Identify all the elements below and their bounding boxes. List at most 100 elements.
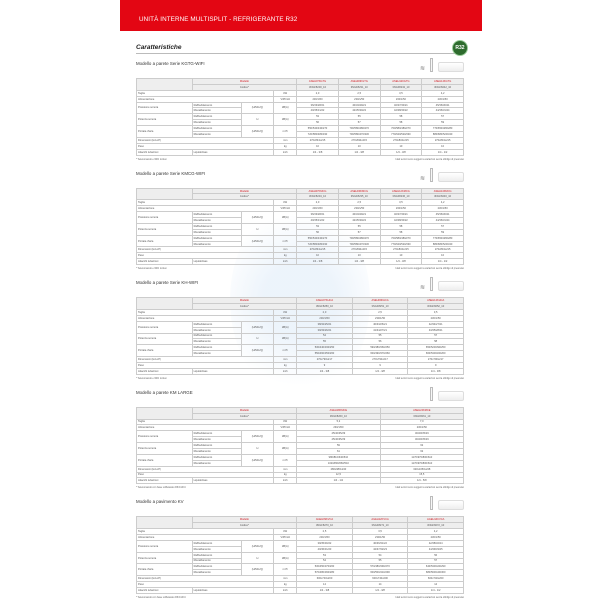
spec-table: Modello ASEH18KMCE ASEH24KMCE Codice* 3NGF82…: [135, 406, 465, 485]
content: Caratteristiche R32 Modello a parete Ser…: [135, 40, 468, 602]
indoor-unit-icon: [438, 62, 464, 72]
value: 1/4 - 3/8: [337, 148, 381, 156]
value: 770/650/480/280: [421, 125, 464, 133]
sub-label: Raffreddamento: [191, 563, 242, 571]
row-label: Portata d'aria: [136, 234, 193, 248]
sub-label: Riscaldamento: [191, 569, 242, 577]
value: 1/4 - 1/2: [421, 148, 464, 156]
cell: [136, 516, 193, 530]
disclaimer: I dati tecnici sono soggetti a variazion…: [394, 376, 464, 380]
value: 1/4 - 3/8: [351, 367, 409, 375]
table-row: Alimentazione V/Ph/Hz 230/1/50 230/1/50 230/…: [135, 533, 464, 541]
table-row: Modello AGEH09KVCA AGEH12KVCA AGEH14KVCA: [136, 516, 464, 530]
unit: kg: [273, 581, 298, 588]
cell: [136, 297, 193, 310]
row-label: Pressione sonora: [136, 539, 193, 553]
sub-label: Riscaldamento: [191, 557, 242, 565]
unit: dB(A): [273, 222, 298, 236]
table-row: Modello ASEH07KHCA ASEH09KHCA ASEH12KHCA: [136, 297, 464, 310]
table-row: Dimensioni (HxLxP) mm 270x834x215 270x834x2…: [135, 136, 464, 144]
value: 57: [407, 557, 464, 565]
row-label: Dimensioni (HxLxP): [135, 136, 275, 144]
unit: V/Ph/Hz: [273, 533, 298, 541]
remote-control-icon: [430, 58, 433, 72]
row-label: Pressione sonora: [136, 101, 193, 115]
sub-label: Raffreddamento: [191, 125, 242, 133]
value: 1/4 - 3/8: [407, 367, 464, 375]
sub-unit: (H/M/L/Q): [240, 563, 275, 577]
value: 56: [407, 551, 464, 559]
sub-unit: H: [240, 551, 275, 565]
table-row: Pressione sonora Raffreddamento (H/M/L/Q) d…: [136, 430, 465, 444]
section-title: Modello a pavimento KV: [136, 499, 184, 505]
sub-unit: (H/M/L/Q): [240, 211, 275, 224]
value: 1/4 - 3/8: [379, 148, 423, 156]
unit: kW: [273, 199, 298, 207]
sub-unit: (H/M/L/Q): [240, 125, 275, 138]
row-label: Dimensioni (HxLxP): [135, 246, 275, 254]
footnote: * Telecomando e WiFi inclusi: [136, 267, 167, 271]
sub-unit: (H/M/L/Q): [240, 320, 275, 334]
unit: dB(A): [273, 430, 298, 444]
sub-unit: (H/M/L/Q): [240, 430, 275, 444]
value: 1/4 - 3/8: [351, 587, 409, 594]
label-codice: Codice*: [191, 193, 298, 201]
unit: dB(A): [273, 101, 298, 115]
table-row: Peso kg 10 10 10 10: [135, 142, 464, 150]
sub-label: Riscaldamento: [191, 545, 242, 553]
row-label: Attacchi tubazioni: [136, 148, 193, 156]
table-row: Attacchi tubazioni Liquido/Gas inch 1/4 - 3…: [136, 258, 464, 266]
row-label: Portata d'aria: [136, 563, 193, 577]
table-row: Portata d'aria Raffreddamento (H/M/L/Q) m³/…: [136, 234, 464, 248]
value: 230/1/50: [407, 533, 464, 541]
unit: dB(A): [273, 113, 298, 127]
sub-label: Raffreddamento: [191, 211, 242, 219]
cell: [136, 187, 193, 201]
product-images: ≋: [420, 277, 464, 292]
row-label: Portata d'aria: [136, 125, 193, 138]
sub-unit: (H/M/L/Q): [240, 539, 275, 553]
spec-table: Modello AGEH09KVCA AGEH12KVCA AGEH14KVCA Cod…: [135, 516, 464, 594]
sub-unit: (H/M/L/Q): [240, 344, 275, 358]
row-label: Pressione sonora: [136, 211, 193, 224]
table-row: Portata d'aria Raffreddamento (H/M/L/Q) m³/…: [136, 125, 464, 138]
value: 1/4 - 3/8: [337, 258, 381, 266]
section: Modello a parete Serie KGTG-WIFI ≋ Modello…: [135, 58, 464, 164]
section-title: Modello a parete Serie KGTG-WIFI: [136, 61, 205, 66]
unit: m³/h: [273, 563, 298, 577]
spec-table: Modello ASEH07KGTG ASEH09KGTG ASEH12KGTG ASE…: [135, 78, 464, 156]
value: 1/4 - 3/8: [296, 258, 339, 266]
row-label: Pressione sonora: [136, 430, 193, 444]
table-row: Riscaldamento 570/480/390/280 600/500/410/…: [137, 569, 464, 577]
remote-control-icon: [430, 386, 433, 401]
footnote: * Telecomando con base sofftwarato R6/C1…: [136, 486, 186, 490]
value: 1/4 - 3/8: [379, 258, 423, 266]
sub-unit: H: [240, 332, 275, 346]
remote-control-icon: [430, 167, 433, 182]
unit: inch: [273, 477, 298, 485]
product-images: ≋: [420, 167, 464, 182]
value: 44/36/31/24: [421, 217, 464, 224]
row-label: Taglia: [135, 528, 275, 535]
spec-table: Modello ASEH07KMCG ASEH09KMCG ASEH12KMCG ASE…: [135, 187, 464, 266]
value: 270x834x215: [421, 246, 464, 254]
section: Modello a parete Serie KH-WIFI ≋ Modello AS…: [135, 277, 464, 383]
spec-table: Modello ASEH07KHCA ASEH09KHCA ASEH12KHCA Cod…: [135, 297, 464, 375]
table-row: Modello ASEH07KGTG ASEH09KGTG ASEH12KGTG ASE…: [136, 78, 464, 91]
row-label: Alimentazione: [135, 205, 275, 213]
sub-label: Liquido/Gas: [191, 258, 275, 266]
value: 270x834x215: [421, 136, 464, 144]
table-row: Attacchi tubazioni Liquido/Gas inch 1/4 - 3…: [136, 587, 464, 594]
row-label: Potenza sonora: [136, 442, 193, 455]
value: 1/4 - 3/8: [296, 148, 339, 156]
value: 44/39/33/25: [407, 545, 464, 553]
table-row: Taglia kW 2,0 2,5 3,5 4,2: [135, 199, 464, 207]
value: 880/680/520/340: [421, 131, 464, 138]
sub-label: Liquido/Gas: [191, 367, 275, 375]
label-modello: Modello: [191, 516, 298, 524]
unit: V/Ph/Hz: [273, 205, 298, 213]
label-modello: Modello: [191, 187, 298, 195]
table-row: Dimensioni (HxLxP) mm 600x740x200 600x740x2…: [135, 575, 464, 583]
value: 57: [421, 222, 464, 230]
